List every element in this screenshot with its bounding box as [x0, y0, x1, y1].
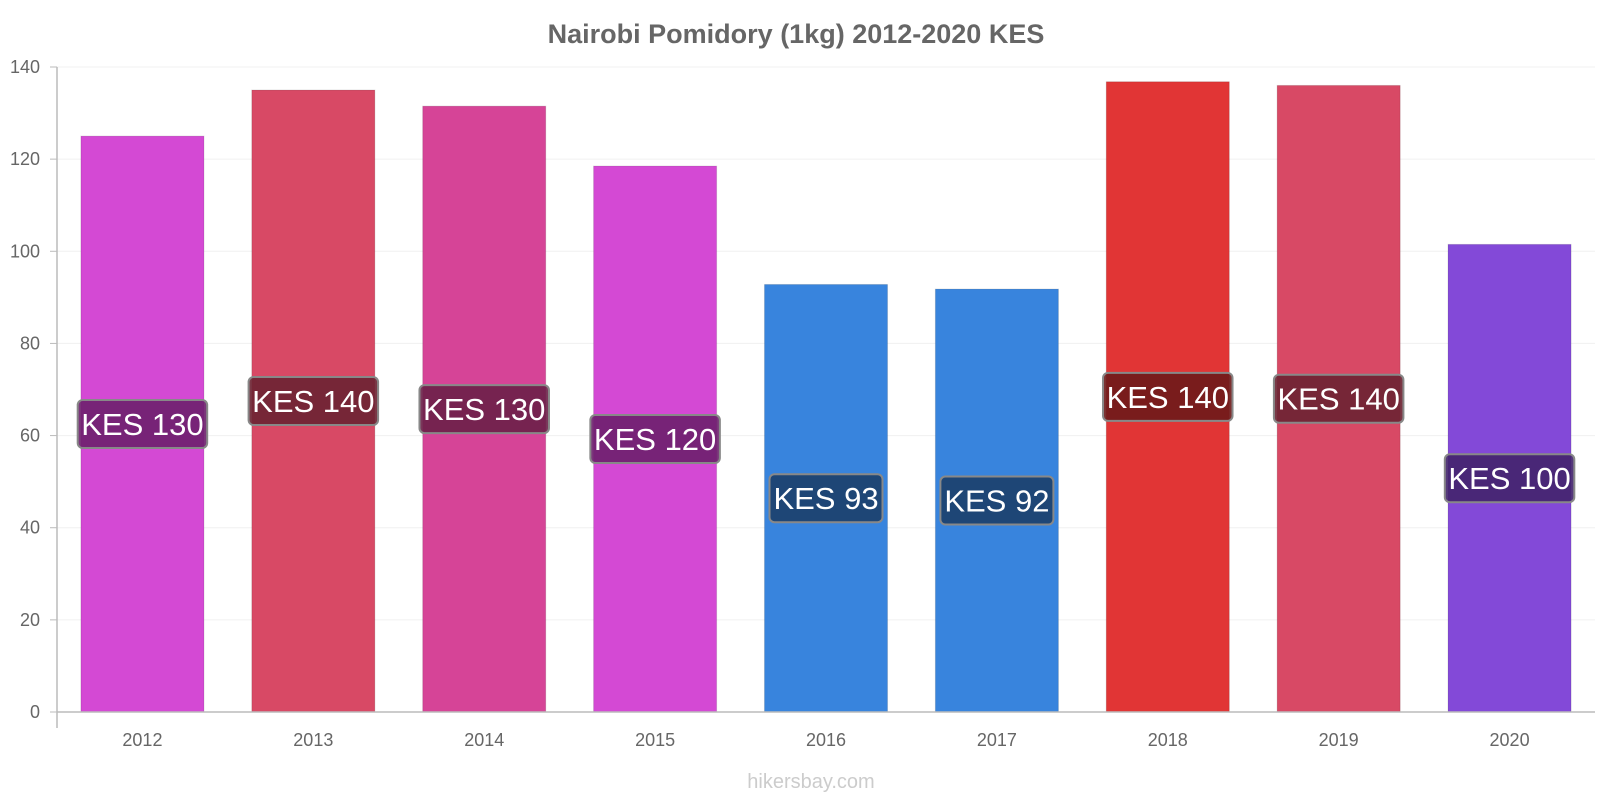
data-label: KES 130 [423, 392, 545, 427]
data-label: KES 140 [252, 384, 374, 419]
data-label-box [1102, 371, 1234, 422]
y-tick-label: 100 [10, 241, 40, 261]
x-tick-label: 2018 [1148, 730, 1188, 750]
data-label-box [1272, 373, 1405, 424]
data-label-box [1443, 453, 1576, 504]
data-label: KES 130 [81, 407, 203, 442]
x-tick-label: 2013 [293, 730, 333, 750]
data-label-box [589, 414, 721, 465]
y-tick-label: 140 [10, 57, 40, 77]
data-label-box [939, 475, 1055, 526]
y-tick-label: 40 [20, 518, 40, 538]
y-tick-label: 80 [20, 333, 40, 353]
data-label: KES 92 [944, 484, 1049, 519]
y-tick-label: 120 [10, 149, 40, 169]
data-label: KES 93 [773, 481, 878, 516]
x-tick-label: 2019 [1319, 730, 1359, 750]
data-label-box [76, 399, 209, 450]
data-label: KES 100 [1448, 461, 1570, 496]
axes: 0 20 40 60 80 100 120 140 2012 2013 2014 2015 2016 20… [10, 57, 1595, 750]
data-label: KES 120 [594, 422, 716, 457]
data-label: KES 140 [1277, 382, 1399, 417]
y-tick-label: 60 [20, 426, 40, 446]
x-tick-label: 2015 [635, 730, 675, 750]
x-tick-label: 2020 [1490, 730, 1530, 750]
x-tick-label: 2017 [977, 730, 1017, 750]
data-label-box [418, 384, 550, 435]
x-tick-label: 2014 [464, 730, 504, 750]
x-tick-label: 2016 [806, 730, 846, 750]
data-labels: KES 130 KES 140 KES 130 KES 120 KES 93 KES 92… [76, 371, 1576, 526]
chart-title: Nairobi Pomidory (1kg) 2012-2020 KES [548, 19, 1045, 49]
y-tick-label: 20 [20, 610, 40, 630]
y-tick-label: 0 [30, 702, 40, 722]
watermark: hikersbay.com [747, 771, 874, 793]
data-label-box [247, 376, 380, 427]
x-tick-label: 2012 [122, 730, 162, 750]
data-label: KES 140 [1107, 380, 1229, 415]
data-label-box [768, 473, 884, 524]
